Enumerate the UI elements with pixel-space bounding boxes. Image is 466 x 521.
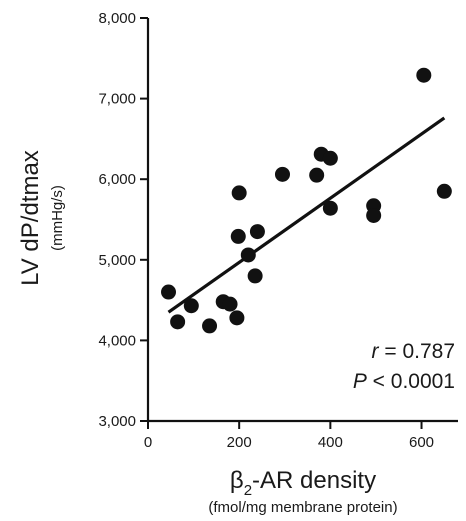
x-tick-label: 0 — [144, 434, 152, 451]
p-value: < 0.0001 — [367, 370, 455, 393]
data-point — [322, 200, 338, 216]
p-symbol: P — [353, 370, 367, 393]
data-points — [161, 67, 452, 334]
y-tick-label: 8,000 — [98, 10, 136, 27]
data-point — [222, 296, 238, 312]
y-axis-unit: (mmHg/s) — [49, 185, 66, 251]
y-tick-label: 4,000 — [98, 332, 136, 349]
data-point — [229, 310, 245, 326]
r-symbol: r — [372, 340, 380, 363]
x-axis-title-text: -AR density — [252, 467, 376, 494]
r-value: = 0.787 — [379, 340, 455, 363]
data-point — [436, 183, 452, 199]
y-tick-label: 6,000 — [98, 171, 136, 188]
y-tick-label: 5,000 — [98, 252, 136, 269]
data-point — [183, 298, 199, 314]
x-tick-label: 600 — [409, 434, 434, 451]
data-point — [247, 268, 263, 284]
x-axis-title: β2-AR density — [230, 467, 376, 499]
y-ticks: 3,000 4,000 5,000 6,000 7,000 8,000 — [98, 10, 148, 430]
data-point — [274, 166, 290, 182]
data-point — [202, 318, 218, 334]
r-annotation: r = 0.787 — [372, 340, 455, 363]
y-tick-label: 7,000 — [98, 91, 136, 108]
regression-group — [167, 116, 446, 314]
y-axis-title: LV dP/dtmax — [17, 150, 44, 286]
x-axis-title-subscript: 2 — [244, 482, 252, 499]
x-axis-unit: (fmol/mg membrane protein) — [208, 499, 397, 516]
x-axis-title-beta: β — [230, 467, 244, 494]
data-point — [249, 224, 265, 240]
data-point — [366, 207, 382, 223]
regression-line — [167, 116, 446, 314]
x-tick-label: 400 — [318, 434, 343, 451]
x-ticks: 0 200 400 600 — [144, 421, 434, 451]
data-point — [416, 67, 432, 83]
p-annotation: P < 0.0001 — [353, 370, 455, 393]
data-point — [161, 284, 177, 300]
data-point — [309, 167, 325, 183]
y-tick-label: 3,000 — [98, 413, 136, 430]
data-point — [231, 185, 247, 201]
data-point — [170, 314, 186, 330]
data-point — [240, 247, 256, 263]
x-tick-label: 200 — [227, 434, 252, 451]
data-point — [230, 228, 246, 244]
data-point — [322, 150, 338, 166]
